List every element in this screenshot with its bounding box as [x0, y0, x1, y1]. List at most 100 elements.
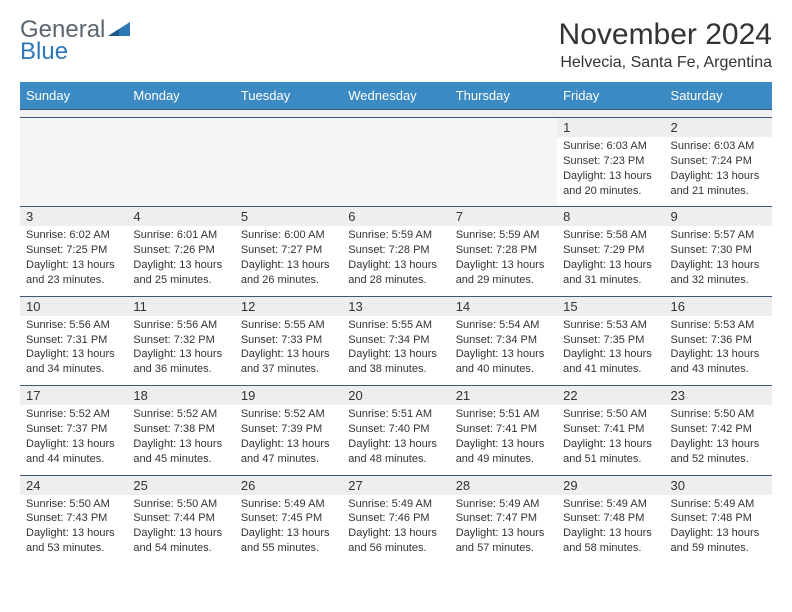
- day-details: Sunrise: 5:54 AMSunset: 7:34 PMDaylight:…: [450, 316, 557, 385]
- calendar-page: GeneralBlue November 2024 Helvecia, Sant…: [0, 0, 792, 574]
- day-details: Sunrise: 5:55 AMSunset: 7:34 PMDaylight:…: [342, 316, 449, 385]
- day-number: 4: [127, 207, 234, 226]
- calendar-day-cell: 13Sunrise: 5:55 AMSunset: 7:34 PMDayligh…: [342, 296, 449, 385]
- day-number: 10: [20, 297, 127, 316]
- day-number: 20: [342, 386, 449, 405]
- calendar-week-row: 24Sunrise: 5:50 AMSunset: 7:43 PMDayligh…: [20, 475, 772, 564]
- day-details: Sunrise: 6:00 AMSunset: 7:27 PMDaylight:…: [235, 226, 342, 295]
- day-number: 9: [665, 207, 772, 226]
- calendar-day-cell: 28Sunrise: 5:49 AMSunset: 7:47 PMDayligh…: [450, 475, 557, 564]
- day-number: 8: [557, 207, 664, 226]
- day-details: Sunrise: 5:56 AMSunset: 7:31 PMDaylight:…: [20, 316, 127, 385]
- brand-word-2: Blue: [20, 40, 134, 64]
- day-number: 25: [127, 476, 234, 495]
- calendar-day-cell: 23Sunrise: 5:50 AMSunset: 7:42 PMDayligh…: [665, 386, 772, 475]
- day-number: 1: [557, 118, 664, 137]
- day-number: 3: [20, 207, 127, 226]
- day-details: Sunrise: 5:49 AMSunset: 7:48 PMDaylight:…: [557, 495, 664, 564]
- day-number: 18: [127, 386, 234, 405]
- calendar-day-cell: 24Sunrise: 5:50 AMSunset: 7:43 PMDayligh…: [20, 475, 127, 564]
- day-number: 15: [557, 297, 664, 316]
- day-number: 19: [235, 386, 342, 405]
- day-number: 11: [127, 297, 234, 316]
- weekday-header: Sunday: [20, 82, 127, 110]
- calendar-day-cell: 6Sunrise: 5:59 AMSunset: 7:28 PMDaylight…: [342, 207, 449, 296]
- day-details: Sunrise: 6:01 AMSunset: 7:26 PMDaylight:…: [127, 226, 234, 295]
- calendar-empty-cell: [235, 118, 342, 207]
- day-details: Sunrise: 5:49 AMSunset: 7:45 PMDaylight:…: [235, 495, 342, 564]
- calendar-day-cell: 4Sunrise: 6:01 AMSunset: 7:26 PMDaylight…: [127, 207, 234, 296]
- day-number: 2: [665, 118, 772, 137]
- calendar-day-cell: 29Sunrise: 5:49 AMSunset: 7:48 PMDayligh…: [557, 475, 664, 564]
- day-details: Sunrise: 5:49 AMSunset: 7:47 PMDaylight:…: [450, 495, 557, 564]
- calendar-week-row: 1Sunrise: 6:03 AMSunset: 7:23 PMDaylight…: [20, 118, 772, 207]
- calendar-day-cell: 15Sunrise: 5:53 AMSunset: 7:35 PMDayligh…: [557, 296, 664, 385]
- calendar-day-cell: 30Sunrise: 5:49 AMSunset: 7:48 PMDayligh…: [665, 475, 772, 564]
- calendar-day-cell: 8Sunrise: 5:58 AMSunset: 7:29 PMDaylight…: [557, 207, 664, 296]
- weekday-header: Wednesday: [342, 82, 449, 110]
- day-number: 7: [450, 207, 557, 226]
- day-details: Sunrise: 5:52 AMSunset: 7:37 PMDaylight:…: [20, 405, 127, 474]
- day-number: 29: [557, 476, 664, 495]
- day-details: Sunrise: 5:49 AMSunset: 7:48 PMDaylight:…: [665, 495, 772, 564]
- weekday-header: Tuesday: [235, 82, 342, 110]
- day-number: 13: [342, 297, 449, 316]
- calendar-day-cell: 3Sunrise: 6:02 AMSunset: 7:25 PMDaylight…: [20, 207, 127, 296]
- day-number: 16: [665, 297, 772, 316]
- day-number: 14: [450, 297, 557, 316]
- day-number: 17: [20, 386, 127, 405]
- calendar-table: SundayMondayTuesdayWednesdayThursdayFrid…: [20, 82, 772, 564]
- calendar-week-row: 17Sunrise: 5:52 AMSunset: 7:37 PMDayligh…: [20, 386, 772, 475]
- day-details: Sunrise: 5:56 AMSunset: 7:32 PMDaylight:…: [127, 316, 234, 385]
- day-number: 23: [665, 386, 772, 405]
- calendar-day-cell: 25Sunrise: 5:50 AMSunset: 7:44 PMDayligh…: [127, 475, 234, 564]
- day-details: Sunrise: 5:59 AMSunset: 7:28 PMDaylight:…: [450, 226, 557, 295]
- calendar-day-cell: 19Sunrise: 5:52 AMSunset: 7:39 PMDayligh…: [235, 386, 342, 475]
- day-number: 6: [342, 207, 449, 226]
- calendar-week-row: 10Sunrise: 5:56 AMSunset: 7:31 PMDayligh…: [20, 296, 772, 385]
- calendar-empty-cell: [20, 118, 127, 207]
- weekday-header: Thursday: [450, 82, 557, 110]
- calendar-day-cell: 18Sunrise: 5:52 AMSunset: 7:38 PMDayligh…: [127, 386, 234, 475]
- location-text: Helvecia, Santa Fe, Argentina: [559, 54, 772, 72]
- header: GeneralBlue November 2024 Helvecia, Sant…: [20, 18, 772, 72]
- weekday-header: Saturday: [665, 82, 772, 110]
- day-number: 12: [235, 297, 342, 316]
- calendar-empty-cell: [127, 118, 234, 207]
- day-details: Sunrise: 5:53 AMSunset: 7:36 PMDaylight:…: [665, 316, 772, 385]
- calendar-day-cell: 22Sunrise: 5:50 AMSunset: 7:41 PMDayligh…: [557, 386, 664, 475]
- brand-logo: GeneralBlue: [20, 18, 134, 64]
- weekday-header-row: SundayMondayTuesdayWednesdayThursdayFrid…: [20, 82, 772, 110]
- day-details: Sunrise: 5:58 AMSunset: 7:29 PMDaylight:…: [557, 226, 664, 295]
- brand-triangle-icon: [108, 18, 134, 42]
- spacer-row: [20, 110, 772, 118]
- day-number: 30: [665, 476, 772, 495]
- calendar-day-cell: 12Sunrise: 5:55 AMSunset: 7:33 PMDayligh…: [235, 296, 342, 385]
- day-details: Sunrise: 5:51 AMSunset: 7:41 PMDaylight:…: [450, 405, 557, 474]
- weekday-header: Friday: [557, 82, 664, 110]
- day-details: Sunrise: 5:53 AMSunset: 7:35 PMDaylight:…: [557, 316, 664, 385]
- calendar-empty-cell: [450, 118, 557, 207]
- calendar-day-cell: 21Sunrise: 5:51 AMSunset: 7:41 PMDayligh…: [450, 386, 557, 475]
- day-details: Sunrise: 5:50 AMSunset: 7:41 PMDaylight:…: [557, 405, 664, 474]
- day-number: 26: [235, 476, 342, 495]
- day-details: Sunrise: 5:49 AMSunset: 7:46 PMDaylight:…: [342, 495, 449, 564]
- day-details: Sunrise: 5:51 AMSunset: 7:40 PMDaylight:…: [342, 405, 449, 474]
- day-details: Sunrise: 5:59 AMSunset: 7:28 PMDaylight:…: [342, 226, 449, 295]
- calendar-empty-cell: [342, 118, 449, 207]
- calendar-day-cell: 16Sunrise: 5:53 AMSunset: 7:36 PMDayligh…: [665, 296, 772, 385]
- day-number: 21: [450, 386, 557, 405]
- day-details: Sunrise: 6:03 AMSunset: 7:24 PMDaylight:…: [665, 137, 772, 206]
- day-details: Sunrise: 5:50 AMSunset: 7:42 PMDaylight:…: [665, 405, 772, 474]
- calendar-day-cell: 14Sunrise: 5:54 AMSunset: 7:34 PMDayligh…: [450, 296, 557, 385]
- day-details: Sunrise: 5:50 AMSunset: 7:44 PMDaylight:…: [127, 495, 234, 564]
- calendar-day-cell: 2Sunrise: 6:03 AMSunset: 7:24 PMDaylight…: [665, 118, 772, 207]
- day-details: Sunrise: 6:02 AMSunset: 7:25 PMDaylight:…: [20, 226, 127, 295]
- calendar-week-row: 3Sunrise: 6:02 AMSunset: 7:25 PMDaylight…: [20, 207, 772, 296]
- calendar-day-cell: 20Sunrise: 5:51 AMSunset: 7:40 PMDayligh…: [342, 386, 449, 475]
- day-number: 5: [235, 207, 342, 226]
- title-block: November 2024 Helvecia, Santa Fe, Argent…: [559, 18, 772, 72]
- day-number: 28: [450, 476, 557, 495]
- weekday-header: Monday: [127, 82, 234, 110]
- calendar-day-cell: 17Sunrise: 5:52 AMSunset: 7:37 PMDayligh…: [20, 386, 127, 475]
